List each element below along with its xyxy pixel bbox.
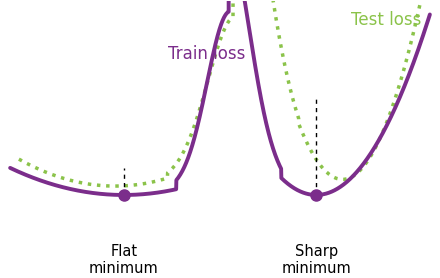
Text: Sharp
minimum: Sharp minimum xyxy=(281,244,351,276)
Text: Flat
minimum: Flat minimum xyxy=(89,244,159,276)
Text: Test loss: Test loss xyxy=(351,11,422,29)
Text: Train loss: Train loss xyxy=(168,45,246,63)
